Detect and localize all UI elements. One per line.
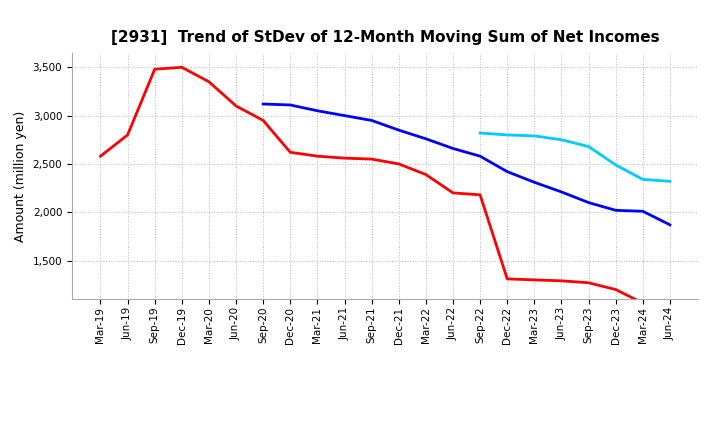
Y-axis label: Amount (million yen): Amount (million yen) (14, 110, 27, 242)
Legend: 3 Years, 5 Years, 7 Years, 10 Years: 3 Years, 5 Years, 7 Years, 10 Years (176, 433, 595, 440)
Title: [2931]  Trend of StDev of 12-Month Moving Sum of Net Incomes: [2931] Trend of StDev of 12-Month Moving… (111, 29, 660, 45)
